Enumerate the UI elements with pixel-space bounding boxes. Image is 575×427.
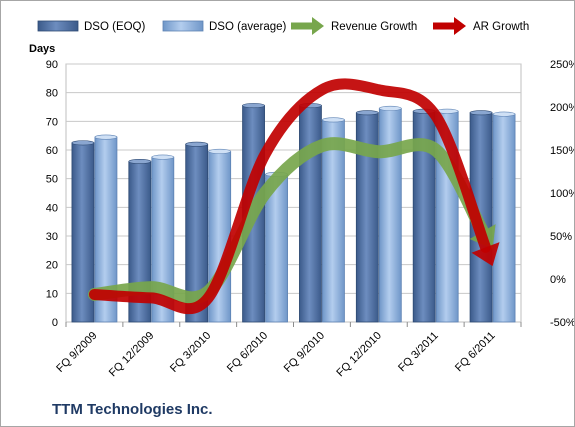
x-tick-label-4: FQ 9/2010	[282, 330, 327, 375]
bar-top-dso-eoq-3	[242, 103, 265, 109]
arrow-head-ar-growth	[471, 242, 500, 267]
x-tick-label-3: FQ 6/2010	[225, 330, 270, 375]
legend-item-dso-eoq: DSO (EOQ)	[37, 20, 146, 33]
bar-top-dso-average-7	[492, 111, 516, 117]
bar-top-dso-average-2	[208, 148, 231, 154]
bar-top-dso-eoq-1	[128, 158, 152, 164]
legend-item-revenue-growth: Revenue Growth	[291, 17, 417, 35]
x-tick-label-7: FQ 6/2011	[453, 330, 498, 375]
y-tick-label-7: 70	[46, 116, 58, 128]
y2-tick-label-4: 150%	[550, 145, 574, 157]
y-axis-ticks: 0 10 20 30 40 50 60 70 80 90	[46, 59, 58, 329]
bar-top-dso-eoq-7	[469, 110, 493, 116]
bar-dso-eoq-4	[299, 105, 322, 323]
arrow-line-revenue-growth	[87, 137, 490, 305]
x-tick-label-6: FQ 3/2011	[396, 330, 441, 375]
bar-top-dso-average-4	[322, 117, 345, 123]
x-tick-label-2: FQ 3/2010	[168, 330, 213, 375]
bar-dso-average-5	[378, 108, 402, 323]
y2-tick-label-1: 0%	[550, 274, 566, 286]
legend-arrow-revenue-growth	[291, 17, 324, 35]
y-tick-label-3: 30	[46, 231, 58, 243]
legend-label-revenue-growth: Revenue Growth	[331, 21, 417, 33]
legend-swatch-dso-average	[162, 20, 204, 32]
y-tick-label-4: 40	[46, 202, 58, 214]
y-tick-label-5: 50	[46, 174, 58, 186]
y-tick-label-2: 20	[46, 260, 58, 272]
y-tick-label-9: 90	[46, 59, 58, 71]
y2-tick-label-5: 200%	[550, 102, 574, 114]
bar-top-dso-eoq-5	[356, 110, 379, 116]
y-tick-label-0: 0	[52, 317, 58, 329]
bar-top-dso-average-0	[94, 134, 118, 140]
y-axis-title: Days	[29, 43, 55, 55]
bar-top-dso-eoq-2	[185, 141, 208, 147]
y-tick-label-6: 60	[46, 145, 58, 157]
y2-tick-label-3: 100%	[550, 188, 574, 200]
legend-label-ar-growth: AR Growth	[473, 21, 529, 33]
x-axis-ticks: FQ 9/2009 FQ 12/2009 FQ 3/2010 FQ 6/2010 FQ …	[54, 330, 497, 380]
company-name: TTM Technologies Inc.	[52, 401, 213, 418]
arrow-line-ar-growth	[88, 78, 491, 315]
bar-top-dso-eoq-0	[71, 140, 95, 146]
y-tick-label-1: 10	[46, 288, 58, 300]
x-tick-label-1: FQ 12/2009	[107, 330, 157, 380]
legend-swatch-dso-eoq	[37, 20, 79, 32]
legend-arrow-ar-growth	[433, 17, 466, 35]
legend-label-dso-average: DSO (average)	[209, 21, 287, 33]
y2-axis-ticks: -50% 0% 50% 100% 150% 200% 250%	[550, 59, 574, 329]
y-tick-label-8: 80	[46, 88, 58, 100]
y2-tick-label-0: -50%	[550, 317, 574, 329]
legend-label-dso-eoq: DSO (EOQ)	[84, 21, 146, 33]
y2-tick-label-2: 50%	[550, 231, 572, 243]
legend-item-dso-average: DSO (average)	[162, 20, 287, 33]
bar-dso-average-7	[492, 113, 516, 323]
growth-arrows	[87, 78, 500, 315]
legend-item-ar-growth: AR Growth	[433, 17, 529, 35]
x-tick-label-0: FQ 9/2009	[54, 330, 99, 375]
x-tick-label-5: FQ 12/2010	[334, 330, 384, 380]
y2-tick-label-6: 250%	[550, 59, 574, 71]
legend: DSO (EOQ) DSO (average) Revenue Growth A…	[37, 17, 529, 35]
bars	[71, 103, 516, 323]
bar-top-dso-average-5	[379, 105, 402, 111]
bar-top-dso-average-1	[151, 154, 175, 160]
